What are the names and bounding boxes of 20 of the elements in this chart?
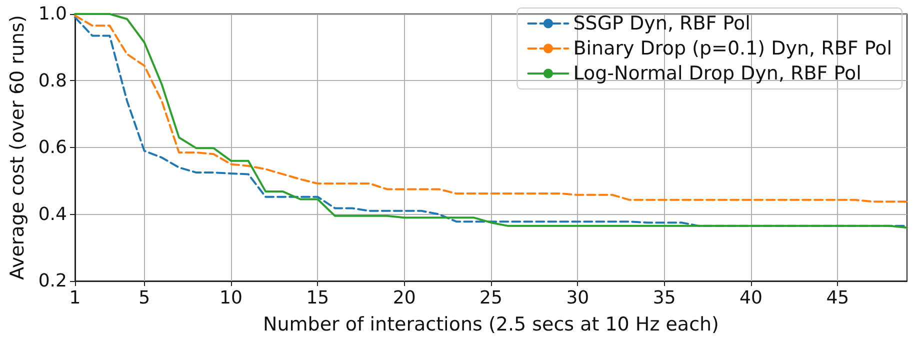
x-axis-title: Number of interactions (2.5 secs at 10 Hz each)	[263, 314, 719, 336]
x-tick-label: 10	[220, 288, 242, 308]
y-axis-title: Average cost (over 60 runs)	[6, 15, 28, 280]
x-tick-label: 15	[306, 288, 330, 308]
y-tick-label: 0.6	[38, 137, 67, 158]
x-tick-label: 25	[480, 288, 502, 308]
legend-label: Log-Normal Drop Dyn, RBF Pol	[573, 62, 862, 84]
x-tick-label: 35	[652, 288, 676, 308]
x-tick-label: 30	[566, 288, 590, 308]
x-tick-label: 45	[826, 288, 850, 308]
y-tick-label: 0.4	[38, 204, 67, 225]
x-tick-label: 5	[138, 288, 150, 308]
y-tick-label: 0.2	[38, 270, 67, 292]
x-tick-label: 40	[740, 288, 762, 308]
y-tick-label: 1.0	[38, 4, 67, 24]
legend-label: SSGP Dyn, RBF Pol	[573, 12, 750, 34]
legend-label: Binary Drop (p=0.1) Dyn, RBF Pol	[573, 38, 892, 60]
x-tick-label: 1	[69, 288, 81, 308]
x-tick-label: 20	[392, 288, 416, 308]
y-tick-label: 0.8	[38, 70, 67, 92]
